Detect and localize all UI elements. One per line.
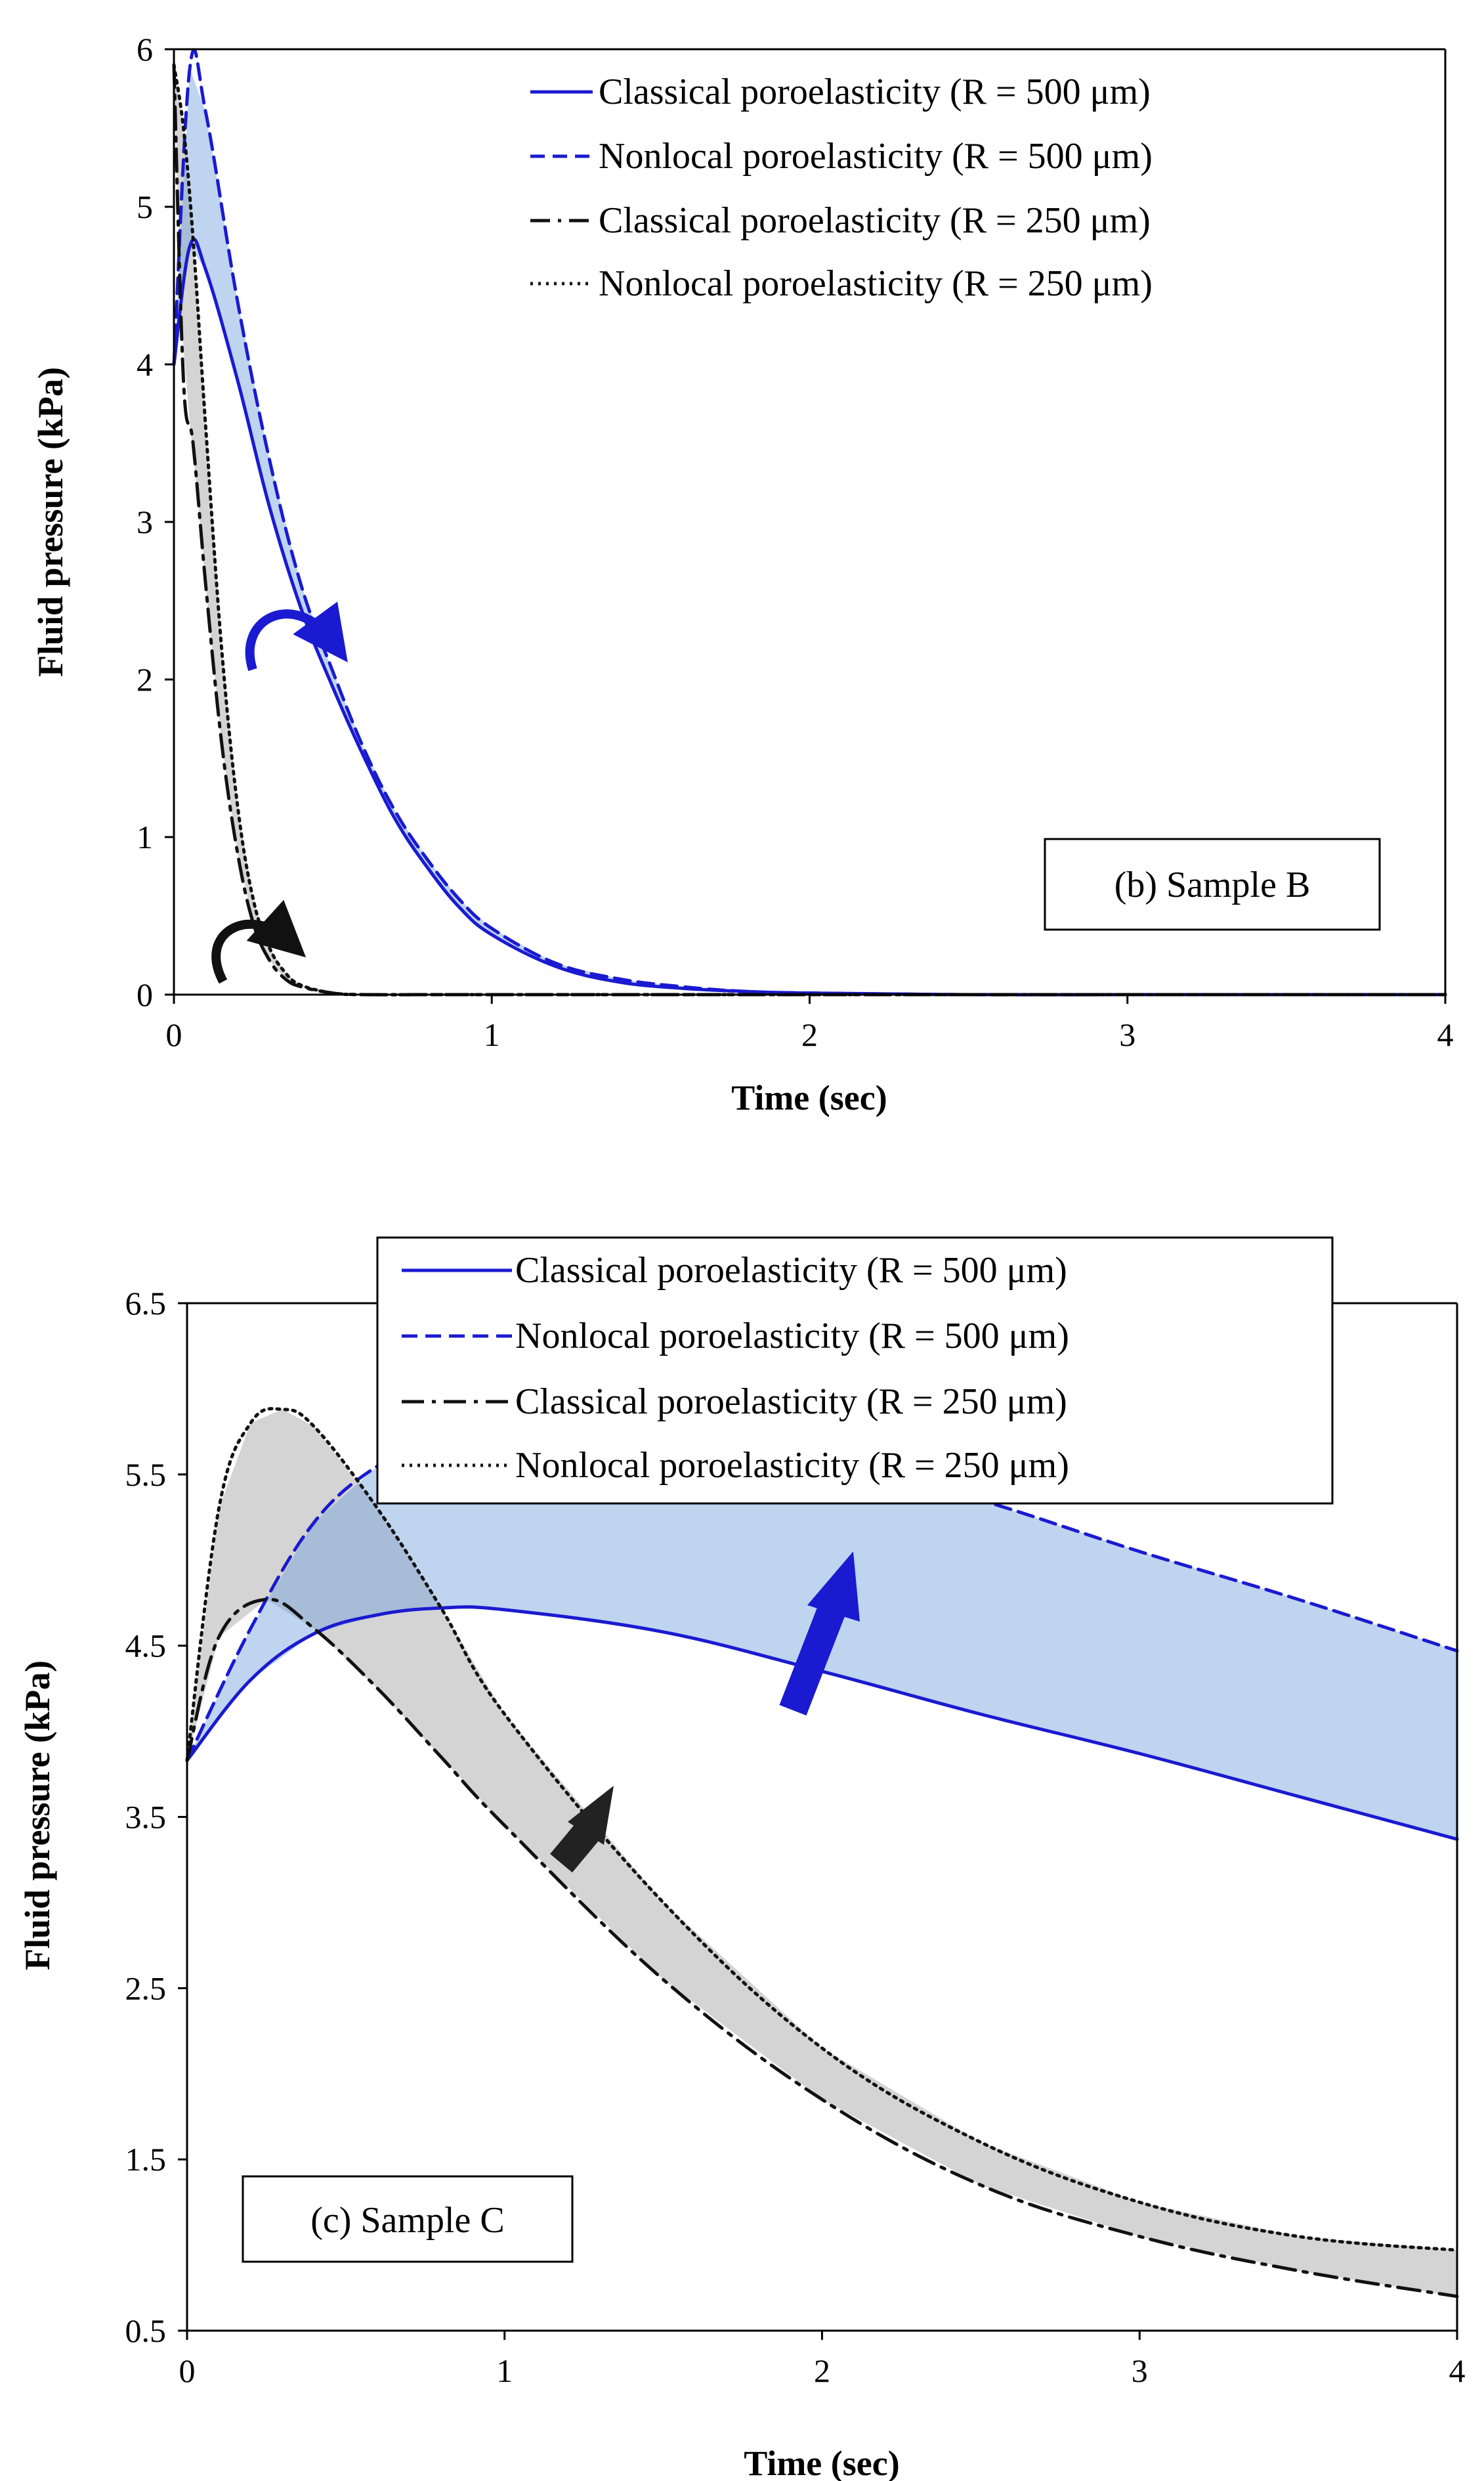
curved-arrow-black-icon: [211, 899, 307, 984]
legend-series-radius: (R = 500 μm): [952, 136, 1153, 177]
legend-label: Classical poroelasticity (R = 500 μm): [515, 1250, 1067, 1291]
x-tick-label: 0: [166, 1016, 182, 1053]
x-tick-label: 4: [1437, 1016, 1454, 1053]
y-tick-label: 1.5: [125, 2141, 167, 2178]
y-tick-label: 0.5: [125, 2312, 167, 2349]
legend-label: Classical poroelasticity (R = 500 μm): [599, 72, 1151, 112]
x-tick-label: 3: [1132, 2352, 1148, 2389]
x-tick-label: 2: [814, 2352, 830, 2389]
x-tick-label: 4: [1449, 2352, 1466, 2389]
y-tick-label: 0: [137, 976, 153, 1013]
y-tick-label: 2: [137, 661, 153, 698]
legend-label: Nonlocal poroelasticity (R = 250 μm): [599, 263, 1153, 304]
series-line-solid: [185, 1605, 1459, 1841]
arrow-up-blue-icon: [779, 1551, 860, 1715]
axis-ticks: 0 1 2 3 4 0 1 2 3 4 5 6: [137, 31, 1454, 1053]
y-tick-label: 3.5: [125, 1799, 167, 1836]
legend-series-name: Classical poroelasticity: [599, 72, 941, 112]
legend-series-radius: (R = 250 μm): [868, 1445, 1069, 1486]
legend: Classical poroelasticity (R = 500 μm) No…: [376, 1236, 1334, 1505]
legend-label: Nonlocal poroelasticity (R = 500 μm): [599, 136, 1153, 177]
y-tick-label: 6: [137, 31, 153, 68]
axis-ticks: 0 1 2 3 4 0.5 1.5 2.5 3.5 4.5 5.5 6.5: [125, 1285, 1466, 2389]
legend-series-radius: (R = 500 μm): [866, 1250, 1067, 1291]
legend-series-name: Nonlocal poroelasticity: [599, 263, 943, 304]
y-tick-label: 6.5: [125, 1285, 167, 1322]
legend-series-name: Nonlocal poroelasticity: [599, 136, 943, 177]
legend-series-radius: (R = 500 μm): [868, 1316, 1069, 1356]
legend-series-radius: (R = 500 μm): [950, 72, 1151, 112]
x-tick-label: 0: [179, 2352, 196, 2389]
legend-series-name: Nonlocal poroelasticity: [515, 1316, 859, 1356]
legend-box: [376, 1236, 1334, 1505]
y-tick-label: 4: [137, 346, 153, 383]
chart-panel-c: 0 1 2 3 4 0.5 1.5 2.5 3.5 4.5 5.5 6.5 Time (sec) Fl…: [18, 1236, 1466, 2481]
plot-area: [174, 49, 1445, 995]
x-axis-title: Time (sec): [731, 1078, 887, 1117]
x-tick-label: 2: [801, 1016, 818, 1053]
y-tick-label: 5.5: [125, 1456, 167, 1493]
y-tick-label: 1: [137, 819, 153, 855]
x-axis-title: Time (sec): [744, 2444, 899, 2481]
y-tick-label: 5: [137, 188, 153, 225]
series-line-dashdot: [185, 1597, 1459, 2298]
series-line-dotted: [185, 1407, 1459, 2252]
shaded-band-250um: [187, 1409, 1457, 2297]
legend-series-name: Classical poroelasticity: [515, 1250, 857, 1291]
x-tick-label: 1: [484, 1016, 500, 1053]
annotation-box: [242, 2175, 574, 2263]
legend: Classical poroelasticity (R = 500 μm) No…: [530, 72, 1153, 304]
legend-series-radius: (R = 250 μm): [866, 1381, 1067, 1422]
annotation-box: [1044, 838, 1381, 931]
legend-label: Nonlocal poroelasticity (R = 250 μm): [515, 1445, 1069, 1486]
arrow-up-black-icon: [550, 1786, 614, 1873]
legend-series-name: Classical poroelasticity: [515, 1381, 857, 1422]
legend-label: Nonlocal poroelasticity (R = 500 μm): [515, 1316, 1069, 1356]
y-tick-label: 2.5: [125, 1970, 167, 2006]
panel-label: (c) Sample C: [310, 2200, 504, 2241]
y-tick-label: 3: [137, 504, 153, 540]
y-tick-label: 4.5: [125, 1628, 167, 1664]
chart-panel-b: 0 1 2 3 4 0 1 2 3 4 5 6 Time (sec) Fluid pressure (…: [31, 31, 1454, 1117]
legend-series-radius: (R = 250 μm): [952, 263, 1153, 304]
y-axis-title: Fluid pressure (kPa): [31, 367, 70, 677]
panel-label: (b) Sample B: [1114, 865, 1311, 905]
legend-label: Classical poroelasticity (R = 250 μm): [515, 1381, 1067, 1422]
legend-label: Classical poroelasticity (R = 250 μm): [599, 200, 1151, 241]
legend-series-name: Classical poroelasticity: [599, 200, 941, 241]
legend-series-name: Nonlocal poroelasticity: [515, 1445, 859, 1486]
x-tick-label: 3: [1119, 1016, 1135, 1053]
legend-series-radius: (R = 250 μm): [950, 200, 1151, 241]
x-tick-label: 1: [496, 2352, 513, 2389]
curved-arrow-blue-icon: [245, 601, 348, 672]
y-axis-title: Fluid pressure (kPa): [18, 1660, 57, 1970]
